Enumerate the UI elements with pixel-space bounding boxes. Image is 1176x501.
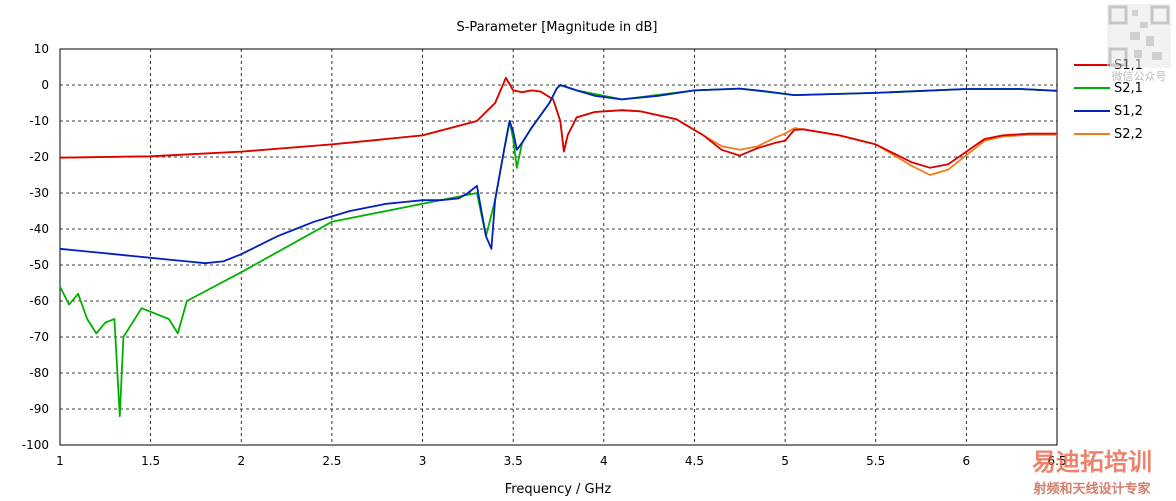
x-tick-label: 5 — [781, 454, 789, 468]
slogan-watermark: 射频和天线设计专家 — [1032, 481, 1151, 497]
x-tick-label: 3 — [419, 454, 427, 468]
y-tick-label: 10 — [34, 42, 49, 56]
y-tick-label: -80 — [29, 366, 49, 380]
brand-watermark: 易迪拓培训 — [1032, 448, 1152, 476]
x-axis-label: Frequency / GHz — [505, 482, 612, 497]
legend[interactable]: S1,1S2,1S1,2S2,2 — [1074, 58, 1143, 142]
y-tick-label: -90 — [29, 402, 49, 416]
y-tick-label: -20 — [29, 150, 49, 164]
x-axis-ticks: 1 1.5 2 2.5 3 3.5 4 4.5 5 5.5 6 6.5 — [56, 454, 1066, 468]
legend-item-s1-2[interactable]: S1,2 — [1074, 104, 1143, 119]
legend-item-s2-1[interactable]: S2,1 — [1074, 81, 1143, 96]
legend-label: S2,2 — [1114, 127, 1143, 142]
series-line-s1-2 — [59, 84, 1058, 265]
x-tick-label: 3.5 — [504, 454, 523, 468]
x-tick-label: 2.5 — [322, 454, 341, 468]
y-tick-label: -40 — [29, 222, 49, 236]
series-lines — [59, 76, 1058, 418]
y-axis-ticks: 10 0 -10 -20 -30 -40 -50 -60 -70 -80 -90 -100 — [22, 42, 49, 452]
chart-title: S-Parameter [Magnitude in dB] — [456, 20, 657, 35]
grid — [60, 49, 1057, 445]
y-tick-label: -100 — [22, 438, 49, 452]
x-tick-label: 5.5 — [866, 454, 885, 468]
x-tick-label: 1 — [56, 454, 64, 468]
x-tick-label: 6 — [963, 454, 971, 468]
x-tick-label: 2 — [237, 454, 245, 468]
y-tick-label: -70 — [29, 330, 49, 344]
x-tick-label: 4.5 — [685, 454, 704, 468]
x-tick-label: 1.5 — [141, 454, 160, 468]
x-tick-label: 6.5 — [1047, 454, 1066, 468]
y-tick-label: -30 — [29, 186, 49, 200]
x-tick-label: 4 — [600, 454, 608, 468]
legend-item-s2-2[interactable]: S2,2 — [1074, 127, 1143, 142]
y-tick-label: -50 — [29, 258, 49, 272]
qr-caption: 微信公众号 — [1112, 69, 1167, 83]
series-line-s1-1 — [59, 76, 1057, 169]
y-tick-label: 0 — [41, 78, 49, 92]
legend-label: S2,1 — [1114, 81, 1143, 96]
qr-code-watermark — [1107, 4, 1171, 68]
plot-frame — [59, 48, 1058, 446]
y-tick-label: -10 — [29, 114, 49, 128]
legend-label: S1,2 — [1114, 104, 1143, 119]
y-tick-label: -60 — [29, 294, 49, 308]
